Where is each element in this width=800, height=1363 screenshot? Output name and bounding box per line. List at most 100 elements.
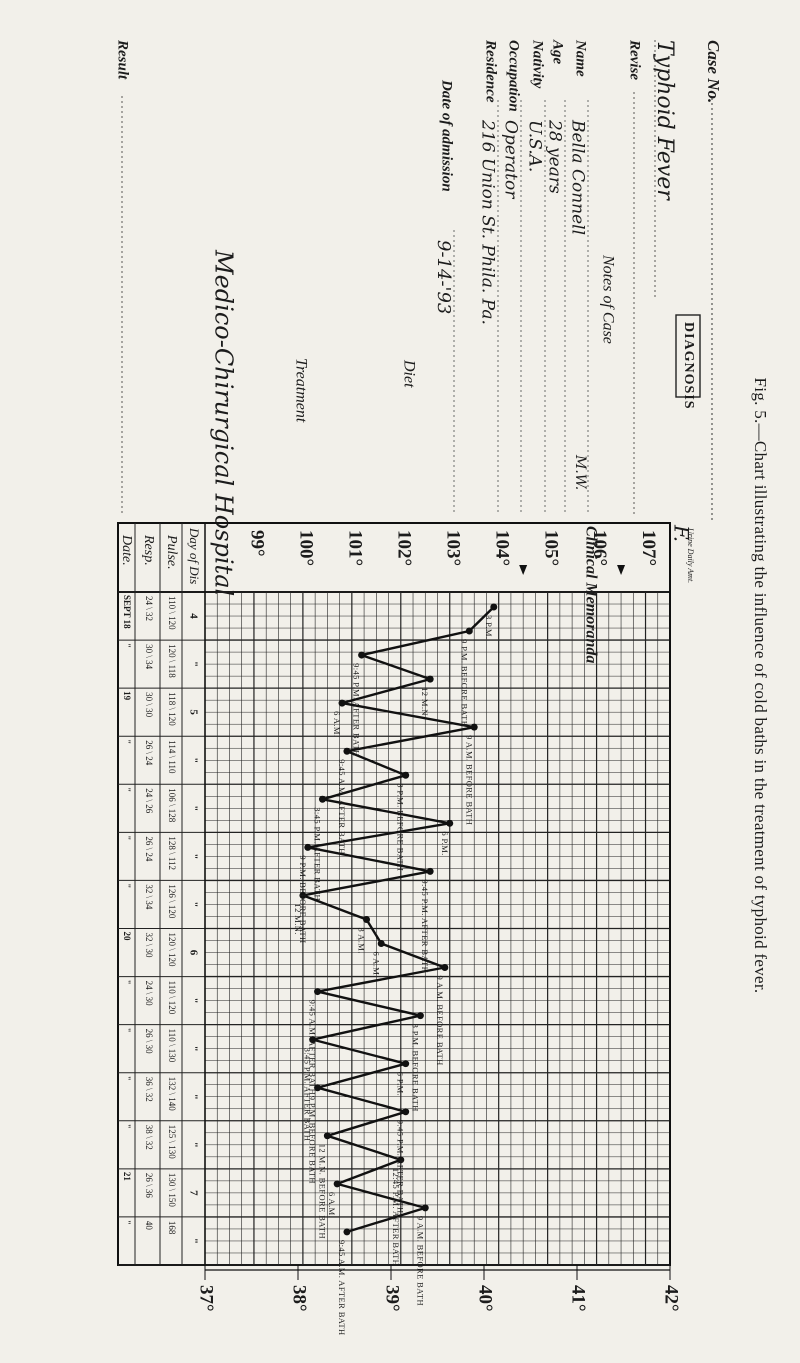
resp-label: Resp. (141, 534, 156, 566)
name-suffix: M.W. (572, 454, 588, 490)
day-cell: 6 (187, 950, 199, 956)
date-cell: " (122, 643, 132, 648)
temperature-point (397, 1156, 405, 1164)
resp-cell: 24 \ 32 (144, 596, 154, 621)
celsius-tick: 38° (289, 1285, 310, 1312)
temperature-point (318, 795, 326, 803)
resp-cell: 32 \ 30 (144, 933, 154, 959)
resp-cell: 40 (144, 1221, 154, 1231)
date-cell: " (122, 787, 132, 792)
date-cell: " (122, 980, 132, 985)
fahrenheit-tick: 107° (638, 530, 659, 566)
annotation-label: 3:45 P.M. AFTER BATH (313, 807, 323, 901)
date-label: Date. (119, 534, 134, 566)
name-value: Bella Connell (568, 119, 588, 235)
diagnosis-box (675, 314, 701, 398)
notes-of-case-label: Notes of Case (599, 254, 616, 344)
date-cell: " (122, 1124, 132, 1129)
annotation-label: 12 M.N. (420, 687, 430, 718)
treatment-value: Medico-Chirurgical Hospital (210, 249, 238, 596)
pulse-cell: 110 \ 120 (167, 981, 177, 1015)
annotation-label: 9 A.M. BEFORE BATH (435, 976, 445, 1066)
resp-cell: 24 \ 30 (144, 981, 154, 1007)
annotation-label: 3:45 P.M. AFTER BATH (303, 1048, 313, 1142)
nativity-label: Nativity (530, 39, 546, 89)
day-cell: 7 (187, 1190, 199, 1196)
temperature-point (465, 627, 473, 635)
fahrenheit-tick: 101° (344, 530, 365, 566)
resp-cell: 30 \ 30 (144, 692, 154, 718)
row-labels: Day of Dis Pulse. Resp. Date. (119, 527, 202, 584)
resp-cell: 30 \ 34 (144, 644, 154, 670)
day-cell: " (187, 1142, 199, 1148)
annotation-label: 12:45 P.M. AFTER BATH (391, 1168, 401, 1266)
occupation-value: Operator (501, 120, 521, 199)
temperature-point (343, 747, 351, 755)
temperature-point (470, 723, 478, 731)
annotation-label: 12 M.N. BEFORE BATH (317, 1144, 327, 1239)
temperature-point (299, 891, 307, 899)
case-header: Case No. DIAGNOSIS Typhoid Fever F. Revise No… (115, 39, 724, 596)
occupation-label: Occupation (506, 40, 522, 112)
annotation-label: 12 M.N. (293, 903, 303, 934)
fahrenheit-tick: 102° (393, 530, 414, 566)
temperature-point (358, 651, 366, 659)
age-value: 28 years (545, 119, 565, 194)
annotation-label: 9:45 P.M. AFTER BATH (352, 663, 362, 757)
annotation-label: 9 P.M. BEFORE BATH (308, 1096, 318, 1184)
fahrenheit-tick: 99° (247, 530, 268, 557)
day-cell: " (187, 853, 199, 859)
date-cell: SEPT 18 (122, 595, 132, 629)
day-cell: " (187, 805, 199, 811)
day-cell: " (187, 661, 199, 667)
temperature-point (402, 1108, 410, 1116)
diagnosis-label: DIAGNOSIS (681, 322, 696, 410)
temperature-point (314, 1084, 322, 1092)
annotation-label: 9 A.M. BEFORE BATH (464, 735, 474, 825)
temperature-plot (299, 603, 498, 1236)
day-cell: " (187, 1046, 199, 1052)
pulse-cell: 106 \ 128 (167, 788, 177, 823)
temperature-point (338, 699, 346, 707)
temperature-point (402, 771, 410, 779)
temperature-point (314, 988, 322, 996)
down-arrow-icon (519, 565, 528, 575)
residence-value: 216 Union St. Phila. Pa. (478, 119, 498, 325)
urine-label: Urine Daily Amt. (686, 528, 695, 583)
annotation-label: 6 A.M. (327, 1192, 337, 1218)
temperature-point (446, 819, 454, 827)
fahrenheit-tick: 106° (589, 530, 610, 566)
annotation-label: 9:45 A.M. AFTER BATH (308, 1000, 318, 1096)
annotation-label: 9 P.M. BEFORE BATH (459, 639, 469, 727)
pulse-cell: 110 \ 120 (167, 596, 177, 630)
date-cell: " (122, 1028, 132, 1033)
pulse-cell: 120 \ 120 (167, 933, 177, 968)
celsius-scale: 37° 38° 39° 40° 41° 42° (196, 1265, 682, 1312)
pulse-cell: 110 \ 130 (167, 1029, 177, 1063)
temperature-point (304, 843, 312, 851)
day-cell: " (187, 1238, 199, 1244)
day-of-disease-label: Day of Dis (187, 527, 202, 584)
temperature-point (377, 940, 385, 947)
celsius-tick: 39° (382, 1285, 403, 1312)
temperature-point (426, 867, 434, 875)
annotation-label: 3 A.M. (357, 927, 367, 953)
date-cell: 20 (122, 932, 132, 942)
day-cell: " (187, 901, 199, 907)
date-cell: " (122, 883, 132, 888)
pulse-label: Pulse. (164, 534, 179, 570)
fahrenheit-tick: 104° (491, 530, 512, 566)
down-arrow-icon (617, 565, 626, 575)
resp-cell: 26 \ 36 (144, 1173, 154, 1199)
annotations: 3 P.M. 9 P.M. BEFORE BATH 9:45 P.M. AFTER … (293, 615, 494, 1336)
resp-cell: 36 \ 32 (144, 1077, 154, 1102)
figure-caption: Fig. 5.—Chart illustrating the influence… (751, 377, 770, 994)
day-cell: 4 (187, 613, 199, 619)
resp-cell: 24 \ 26 (144, 788, 154, 814)
result-label: Result (115, 39, 131, 80)
temperature-point (343, 1228, 351, 1236)
resp-cell: 38 \ 32 (144, 1125, 154, 1150)
residence-label: Residence (483, 39, 499, 103)
celsius-tick: 37° (196, 1285, 217, 1312)
date-cell: 19 (122, 691, 132, 701)
